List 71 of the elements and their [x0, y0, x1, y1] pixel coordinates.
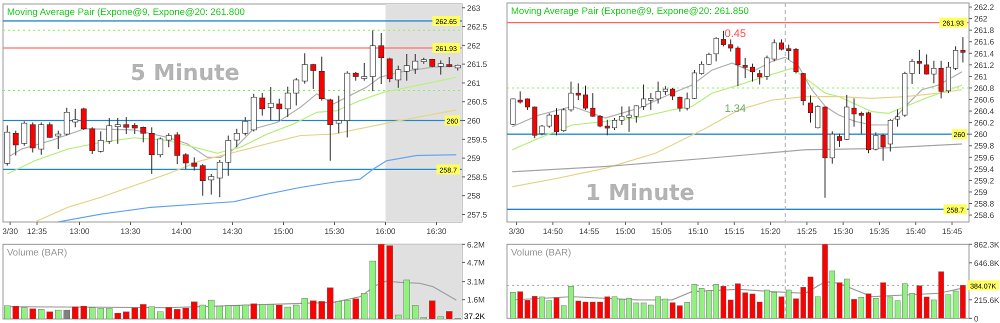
chart-title: Volume (BAR) [511, 247, 572, 258]
y-tick-label: 260 [974, 130, 988, 140]
y-tick-label: 3.1M [467, 278, 486, 287]
y-tick-label: 259.8 [974, 142, 995, 151]
chart-title: Moving Average Pair (Expone@9, Expone@20: 261.800 [7, 7, 245, 18]
y-tick-label: 258 [467, 192, 481, 201]
x-tick-label: 15:15 [724, 227, 745, 236]
y-tick-label: 260.5 [467, 98, 488, 107]
y-tick-label: 261.8 [974, 26, 995, 36]
y-tick-label: 261.4 [974, 49, 995, 58]
y-tick-label: 259.5 [467, 135, 488, 144]
y-tick-label: 259.4 [974, 164, 995, 174]
x-tick-label: 3/30 [2, 227, 18, 236]
x-tick-label: 14:30 [222, 227, 244, 236]
y-tick-label: 261 [467, 78, 481, 88]
y-tick-label: 862.3K [974, 240, 1000, 250]
y-tick-label: 262.2 [974, 3, 995, 12]
y-tick-label: 259 [974, 188, 988, 197]
y-tick-label: 260.8 [974, 84, 995, 93]
y-tick-label: 646.8K [974, 258, 1000, 268]
y-tick-label: 259 [467, 154, 481, 164]
x-tick-label: 14:00 [171, 227, 192, 236]
y-tick-label: 260.4 [974, 107, 995, 116]
y-tick-label: 0 [974, 314, 979, 323]
y-tick-label: 262 [974, 14, 988, 24]
y-tick-label: 258.5 [467, 172, 488, 182]
y-tick-label: 259.2 [974, 176, 995, 186]
x-tick-label: 15:25 [796, 227, 818, 236]
y-tick-label: 1.6M [467, 296, 486, 305]
y-tick-label: 215.6K [974, 296, 1000, 305]
annotation: 1.34 [724, 103, 746, 115]
chart-title: Volume (BAR) [7, 247, 68, 258]
annotation: 0.45 [724, 28, 746, 40]
text: 1 Minute [585, 181, 695, 206]
chart-title: Moving Average Pair (Expone@9, Expone@20: 261.850 [511, 6, 749, 17]
y-tick-label: 260.6 [974, 96, 995, 104]
text: 37.2K [464, 312, 486, 321]
x-tick-label: 16:00 [375, 227, 396, 236]
text: 5 Minute [130, 61, 240, 86]
x-tick-label: 15:05 [652, 227, 672, 236]
x-tick-label: 15:30 [324, 227, 346, 236]
y-tick-label: 263 [467, 4, 481, 13]
y-tick-label: 261.5 [467, 60, 488, 70]
y-tick-label: 4.7M [467, 258, 486, 268]
y-tick-label: 262 [467, 41, 481, 50]
x-tick-label: 15:10 [688, 227, 709, 236]
y-tick-label: 261 [974, 72, 988, 82]
y-tick-label: 257.5 [467, 210, 488, 220]
y-tick-label: 261.2 [974, 60, 995, 70]
x-tick-label: 13:00 [69, 227, 90, 236]
y-tick-label: 258.8 [974, 200, 995, 209]
x-tick-label: 14:55 [579, 227, 600, 236]
y-tick-label: 258.6 [974, 211, 995, 220]
x-tick-label: 15:00 [273, 227, 294, 236]
x-tick-label: 15:30 [833, 227, 854, 236]
y-tick-label: 259.6 [974, 153, 995, 162]
x-tick-label: 15:00 [615, 227, 636, 236]
y-tick-label: 6.2M [467, 240, 486, 250]
y-tick-label: 261.6 [974, 38, 995, 47]
x-tick-label: 15:40 [906, 227, 926, 236]
x-tick-label: 12:35 [26, 227, 48, 236]
y-tick-label: 262.5 [467, 22, 488, 32]
x-tick-label: 15:35 [869, 227, 890, 236]
x-tick-label: 16:30 [426, 227, 448, 236]
y-tick-label: 260 [467, 116, 481, 126]
x-tick-label: 3/30 [508, 227, 525, 236]
y-tick-label: 260.2 [974, 118, 995, 128]
x-tick-label: 14:50 [542, 227, 564, 236]
x-tick-label: 13:30 [120, 227, 142, 236]
x-tick-label: 15:45 [942, 227, 963, 236]
x-tick-label: 15:20 [760, 227, 782, 236]
